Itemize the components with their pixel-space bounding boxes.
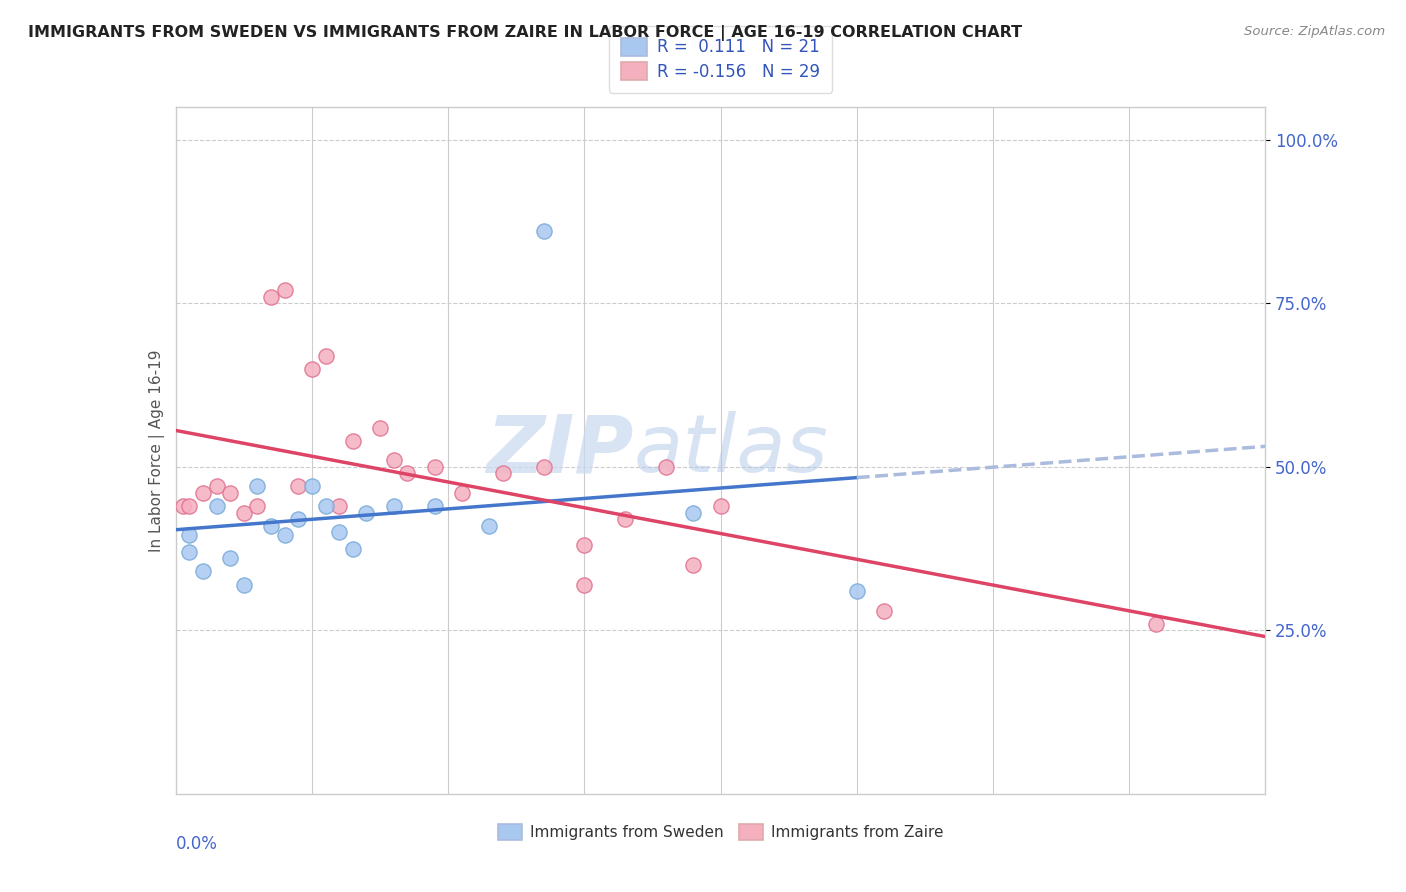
Point bbox=[873, 604, 896, 618]
Point bbox=[287, 512, 309, 526]
Point bbox=[246, 479, 269, 493]
Point bbox=[315, 499, 337, 513]
Point bbox=[328, 525, 350, 540]
Point bbox=[301, 479, 323, 493]
Point bbox=[492, 467, 515, 481]
Point bbox=[232, 506, 254, 520]
Point bbox=[205, 479, 228, 493]
Point bbox=[219, 486, 242, 500]
Point bbox=[205, 499, 228, 513]
Point bbox=[423, 459, 446, 474]
Point bbox=[423, 499, 446, 513]
Point bbox=[574, 577, 596, 591]
Point bbox=[655, 459, 678, 474]
Point bbox=[328, 499, 350, 513]
Point bbox=[191, 486, 214, 500]
Text: atlas: atlas bbox=[633, 411, 828, 490]
Point bbox=[356, 506, 378, 520]
Text: 0.0%: 0.0% bbox=[176, 835, 218, 853]
Point bbox=[274, 283, 297, 297]
Point bbox=[315, 349, 337, 363]
Point bbox=[191, 565, 214, 579]
Point bbox=[682, 558, 704, 572]
Point bbox=[614, 512, 637, 526]
Point bbox=[533, 459, 555, 474]
Point bbox=[845, 584, 868, 599]
Point bbox=[260, 290, 283, 304]
Point bbox=[342, 541, 364, 556]
Point bbox=[232, 577, 254, 591]
Point bbox=[179, 545, 201, 559]
Point bbox=[1144, 616, 1167, 631]
Point bbox=[382, 453, 405, 467]
Point bbox=[260, 518, 283, 533]
Point bbox=[382, 499, 405, 513]
Point bbox=[450, 486, 472, 500]
Point bbox=[219, 551, 242, 566]
Text: ZIP: ZIP bbox=[486, 411, 633, 490]
Point bbox=[682, 506, 704, 520]
Point bbox=[301, 361, 323, 376]
Text: IMMIGRANTS FROM SWEDEN VS IMMIGRANTS FROM ZAIRE IN LABOR FORCE | AGE 16-19 CORRE: IMMIGRANTS FROM SWEDEN VS IMMIGRANTS FRO… bbox=[28, 25, 1022, 41]
Point bbox=[368, 420, 391, 434]
Point bbox=[574, 538, 596, 552]
Text: Source: ZipAtlas.com: Source: ZipAtlas.com bbox=[1244, 25, 1385, 38]
Y-axis label: In Labor Force | Age 16-19: In Labor Force | Age 16-19 bbox=[149, 349, 165, 552]
Point bbox=[710, 499, 733, 513]
Point bbox=[274, 528, 297, 542]
Point bbox=[396, 467, 419, 481]
Point bbox=[478, 518, 501, 533]
Point bbox=[533, 224, 555, 238]
Point bbox=[287, 479, 309, 493]
Point bbox=[179, 499, 201, 513]
Legend: Immigrants from Sweden, Immigrants from Zaire: Immigrants from Sweden, Immigrants from … bbox=[491, 816, 950, 848]
Point bbox=[172, 499, 194, 513]
Point bbox=[342, 434, 364, 448]
Point bbox=[246, 499, 269, 513]
Point bbox=[179, 528, 201, 542]
